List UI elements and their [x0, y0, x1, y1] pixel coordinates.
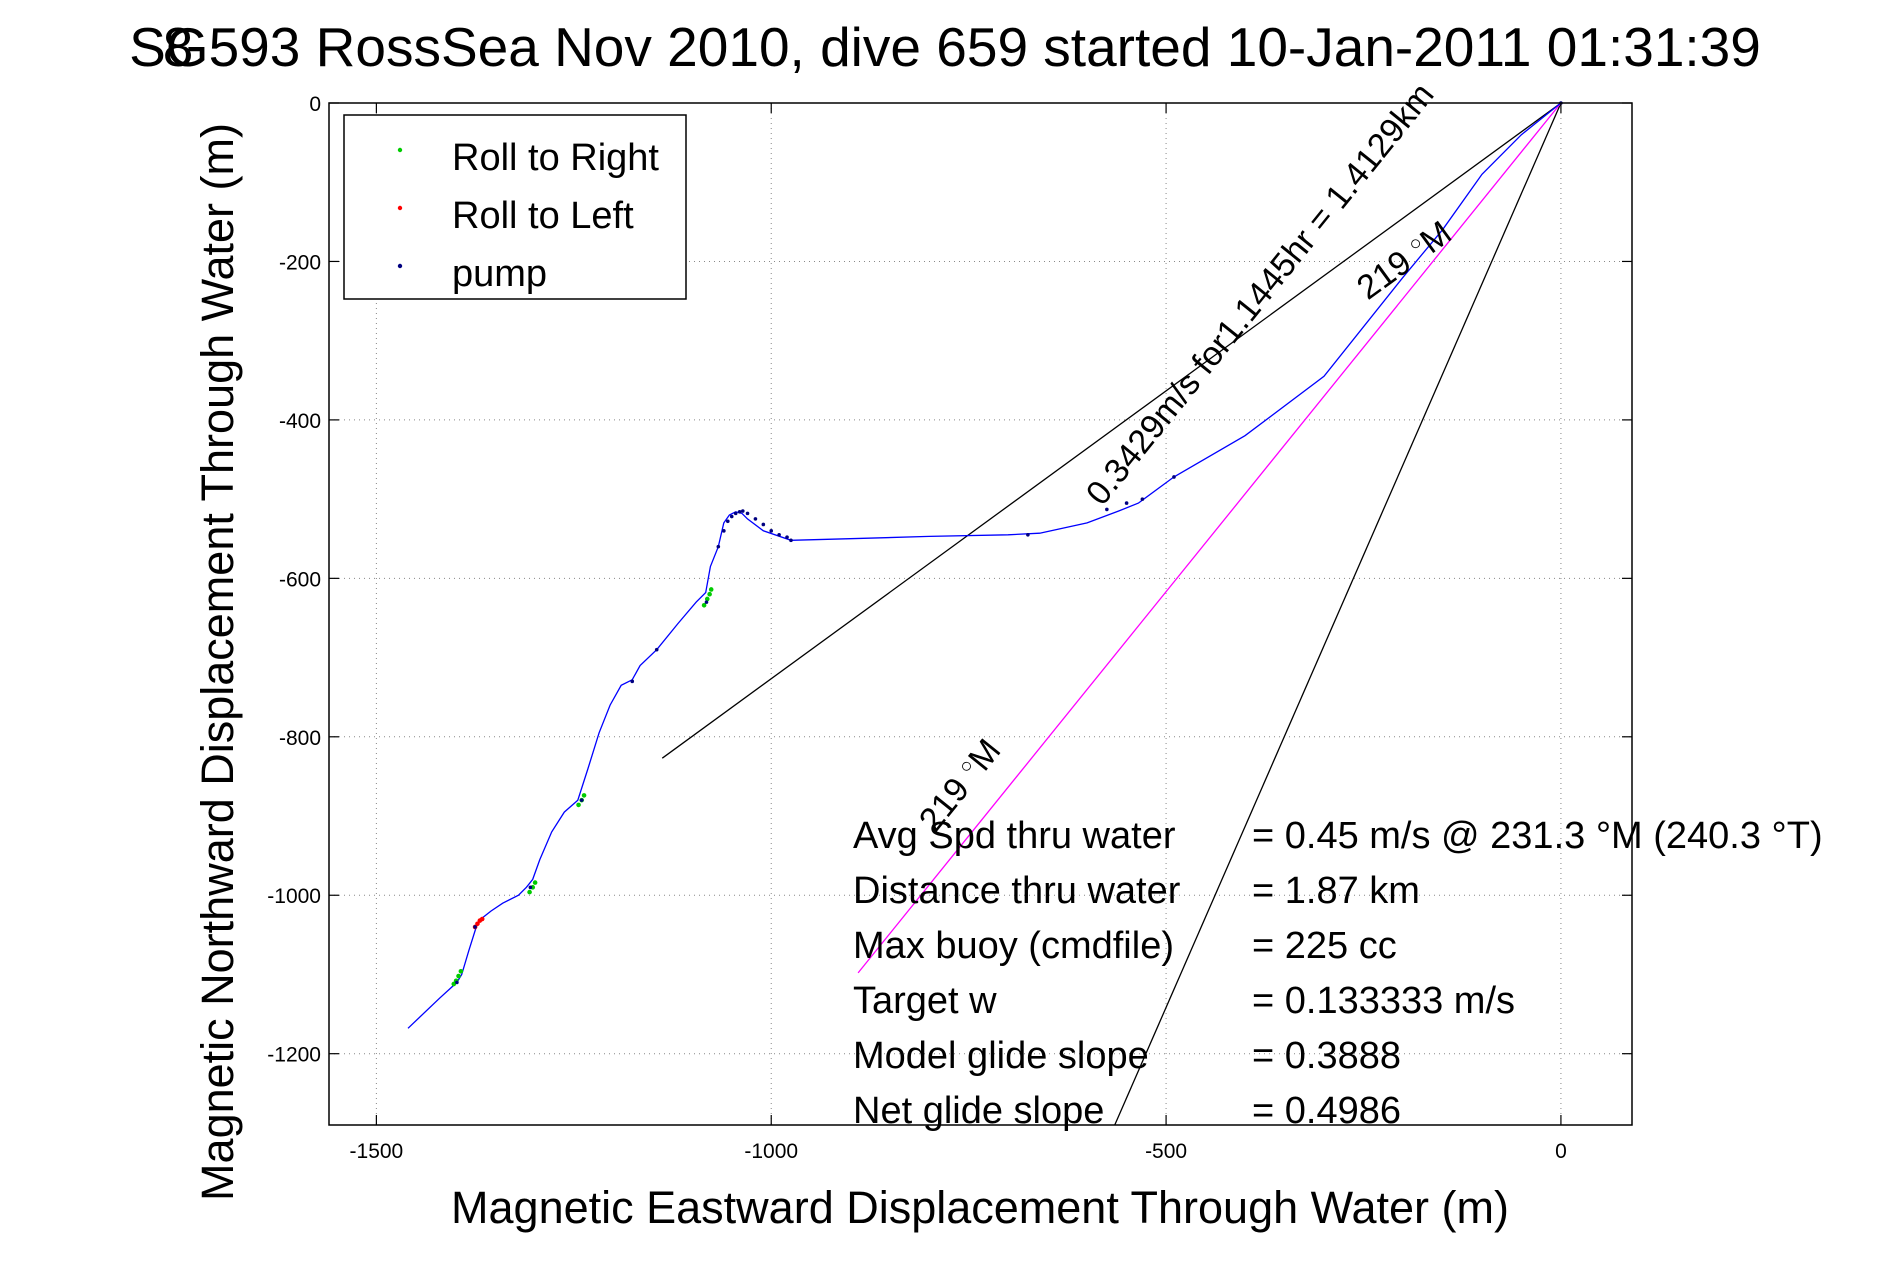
pump-point	[654, 647, 659, 652]
x-tick-label: -1500	[350, 1140, 404, 1163]
track-line	[407, 102, 1562, 1029]
y-axis-label: Magnetic Northward Displacement Through …	[192, 123, 243, 1201]
pump-point	[753, 517, 758, 521]
annotation-label: Net glide slope	[853, 1090, 1104, 1132]
x-tick-label: 0	[1555, 1140, 1567, 1163]
legend-label-roll-right: Roll to Right	[452, 137, 659, 179]
y-tick-label: 0	[309, 93, 321, 116]
roll-right-point	[581, 793, 587, 798]
annotation-value: = 0.45 m/s @ 231.3 °M (240.3 °T)	[1252, 815, 1823, 857]
pump-point	[785, 535, 789, 539]
pump-point	[777, 532, 781, 537]
annotation-block: Avg Spd thru water = 0.45 m/s @ 231.3 °M …	[853, 815, 1823, 1132]
roll-right-point	[576, 802, 581, 808]
pump-point	[745, 511, 750, 516]
pump-point	[733, 511, 738, 516]
roll-right-point	[458, 969, 464, 974]
legend-label-roll-left: Roll to Left	[452, 195, 634, 237]
pump-point	[716, 544, 721, 549]
annotation-label: Distance thru water	[853, 870, 1181, 912]
x-tick-label: -500	[1145, 1140, 1187, 1163]
legend-marker-roll-right	[397, 147, 403, 153]
annotation-label: Max buoy (cmdfile)	[853, 925, 1174, 967]
annotation-value: = 0.133333 m/s	[1252, 980, 1515, 1022]
pump-point	[1140, 497, 1145, 501]
legend-label-pump: pump	[452, 253, 547, 295]
x-axis-label: Magnetic Eastward Displacement Through W…	[451, 1182, 1509, 1233]
pump-point	[769, 529, 774, 533]
y-tick-label: -800	[279, 727, 321, 750]
pump-point	[789, 538, 793, 543]
dive-track	[407, 102, 1562, 1029]
chart-title: SG593 RossSea Nov 2010, dive 659 started…	[129, 16, 1761, 78]
annotation-label: Avg Spd thru water	[853, 815, 1176, 857]
pump-point	[1026, 532, 1030, 537]
roll-right-point	[456, 973, 461, 979]
pump-point	[704, 600, 709, 604]
legend-marker-pump	[397, 263, 403, 269]
pump-point	[1172, 475, 1176, 479]
pump-point	[729, 514, 734, 519]
legend: Roll to Right Roll to Left pump	[343, 114, 687, 300]
annotation-value: = 1.87 km	[1252, 870, 1420, 912]
pump-point	[1105, 507, 1109, 512]
annotation-value: = 225 cc	[1252, 925, 1397, 967]
annotation-label: Target w	[853, 980, 997, 1022]
pump-point	[725, 519, 730, 524]
roll-left-point	[479, 916, 485, 922]
y-tick-label: -400	[279, 410, 321, 433]
roll-right-point	[708, 587, 714, 592]
y-tick-label: -200	[279, 251, 321, 274]
bearing-lines	[661, 102, 1562, 1126]
roll-right-point	[451, 981, 457, 987]
roll-right-point	[532, 880, 538, 885]
pump-point	[455, 980, 459, 985]
title-overlap-glyph: 8	[163, 16, 194, 78]
x-tick-label: -1000	[744, 1140, 798, 1163]
pump-point	[473, 925, 477, 929]
y-tick-label: -1200	[267, 1044, 321, 1067]
axis-ticks: -1500 -1000 -500 0 0 -200 -400 -600 -800 -1000 -12…	[267, 93, 1632, 1163]
y-tick-label: -600	[279, 568, 321, 591]
roll-right-point	[701, 602, 707, 608]
pump-point	[528, 885, 533, 890]
roll-left-point	[475, 921, 480, 927]
roll-right-point	[707, 591, 712, 597]
bearing-line	[857, 102, 1562, 974]
pump-point	[737, 510, 742, 514]
track-markers	[451, 101, 1563, 987]
pump-point	[741, 509, 745, 513]
plot-frame	[328, 102, 1633, 1126]
bearing-line	[661, 102, 1562, 759]
pump-point	[1124, 501, 1129, 505]
pump-point	[579, 798, 584, 802]
pump-point	[630, 679, 635, 684]
annotation-label: Model glide slope	[853, 1035, 1149, 1077]
bearing-line	[1114, 102, 1562, 1126]
legend-marker-roll-left	[397, 205, 403, 211]
pump-point	[722, 529, 726, 533]
pump-point	[761, 522, 766, 527]
annotation-value: = 0.3888	[1252, 1035, 1401, 1077]
roll-right-point	[527, 889, 532, 895]
y-tick-label: -1000	[267, 885, 321, 908]
annotation-value: = 0.4986	[1252, 1090, 1401, 1132]
roll-right-point	[704, 596, 710, 602]
